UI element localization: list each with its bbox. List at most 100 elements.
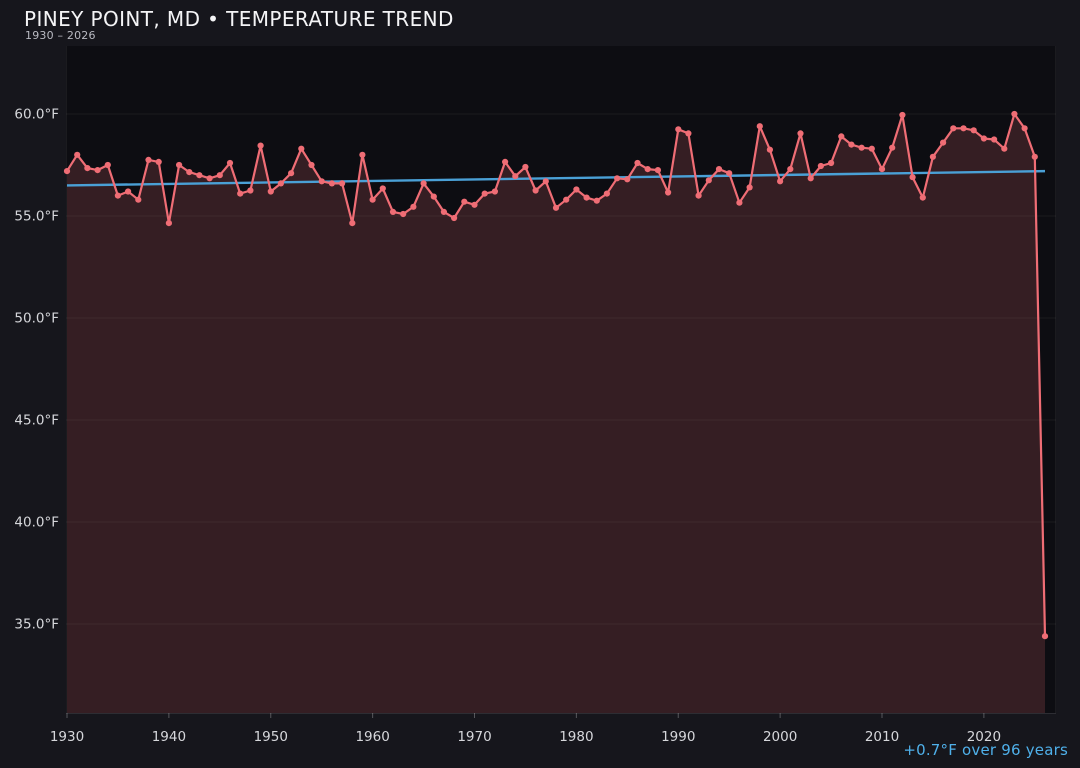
data-point-marker [675,126,682,133]
data-point-marker [950,125,957,132]
data-point-marker [644,166,651,173]
data-point-marker [695,192,702,199]
data-point-marker [909,174,916,181]
data-point-marker [339,180,346,187]
data-point-marker [777,178,784,185]
x-tick-label: 1970 [457,729,491,745]
y-tick-label: 50.0°F [14,311,59,327]
data-point-marker [267,188,274,195]
date-range-subtitle: 1930 – 2026 [25,29,96,42]
y-tick-label: 60.0°F [14,107,59,123]
data-point-marker [624,176,631,183]
data-point-marker [828,159,835,167]
data-point-marker [165,220,172,227]
data-point-marker [919,194,926,201]
data-point-marker [746,184,753,191]
data-point-marker [563,196,570,203]
data-point-marker [420,180,427,187]
data-point-marker [1041,633,1049,640]
data-point-marker [532,187,539,194]
data-point-marker [583,194,590,201]
x-tick-label: 1960 [355,729,389,745]
data-point-marker [257,142,264,149]
y-tick-label: 40.0°F [14,515,59,531]
data-point-marker [848,141,855,148]
data-point-marker [318,178,325,185]
data-point-marker [63,168,71,175]
data-point-marker [369,196,376,203]
data-point-marker [573,186,580,193]
data-point-marker [960,125,967,132]
trend-summary-annotation: +0.7°F over 96 years [903,741,1068,759]
data-point-marker [787,166,794,173]
data-point-marker [84,165,91,172]
data-point-marker [94,167,101,174]
data-point-marker [980,135,988,142]
trend-line [66,169,1046,187]
data-point-marker [430,193,437,200]
data-point-marker [1001,145,1008,152]
data-point-marker [726,170,733,177]
data-point-marker [552,204,560,211]
data-point-marker [1011,110,1018,118]
data-point-marker [634,159,641,167]
data-point-marker [797,130,804,137]
data-point-marker [471,201,478,208]
data-point-marker [868,145,875,152]
data-point-marker [114,192,121,199]
data-point-marker [186,169,193,176]
data-point-marker [512,173,519,180]
data-point-marker [899,111,906,119]
x-tick-label: 1940 [152,729,186,745]
data-point-marker [502,158,509,165]
temperature-area-fill [67,114,1045,713]
data-point-marker [237,190,244,197]
x-tick-label: 1980 [559,729,593,745]
data-point-marker [135,196,142,203]
data-point-marker [389,208,397,215]
y-tick-label: 45.0°F [14,413,59,429]
data-point-marker [756,123,763,130]
data-point-marker [654,167,662,174]
data-point-marker [542,178,549,185]
data-point-marker [288,170,295,177]
data-point-marker [379,185,386,192]
data-point-marker [715,166,723,173]
data-point-marker [359,151,366,158]
data-point-marker [1031,153,1038,160]
data-point-marker [685,130,692,137]
data-point-marker [400,210,407,218]
data-point-marker [410,203,417,210]
data-point-marker [889,144,896,151]
data-point-marker [614,175,621,182]
data-point-marker [176,161,183,169]
data-point-marker [766,146,774,153]
data-point-marker [308,161,315,169]
x-tick-label: 2010 [865,729,899,745]
data-point-marker [451,214,458,222]
data-point-marker [104,161,111,169]
data-point-marker [858,144,865,151]
data-point-marker [705,177,712,184]
data-point-marker [817,162,825,170]
data-point-marker [226,159,234,167]
data-point-marker [940,139,947,146]
page-title: PINEY POINT, MD • TEMPERATURE TREND [24,7,454,31]
data-point-marker [125,188,132,195]
data-point-marker [349,220,356,227]
data-point-marker [807,175,814,182]
data-point-marker [196,172,203,179]
y-tick-label: 55.0°F [14,209,59,225]
x-tick-label: 2020 [967,729,1001,745]
data-point-marker [736,199,743,206]
data-point-marker [298,145,305,152]
data-point-marker [247,187,254,194]
data-point-marker [929,153,937,160]
x-tick-label: 1930 [50,729,84,745]
data-point-marker [74,151,81,158]
data-point-marker [1021,125,1028,132]
x-tick-label: 1950 [254,729,288,745]
data-point-marker [481,190,488,197]
